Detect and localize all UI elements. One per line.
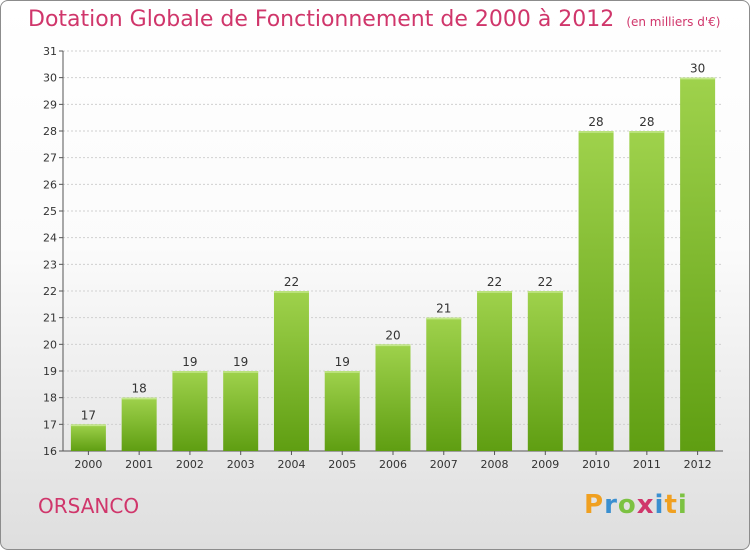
bar: [680, 77, 716, 452]
bar: [527, 291, 563, 451]
data-label: 22: [487, 275, 502, 289]
logo-letter: x: [636, 490, 655, 520]
y-tick-label: 26: [43, 178, 57, 191]
bar: [273, 291, 309, 451]
y-tick-label: 24: [43, 232, 57, 245]
logo-letter: o: [617, 490, 637, 520]
y-tick-label: 29: [43, 98, 57, 111]
data-label: 20: [385, 328, 400, 342]
y-tick-label: 23: [43, 258, 57, 271]
data-label: 22: [538, 275, 553, 289]
data-label: 19: [233, 355, 248, 369]
title-text: Dotation Globale de Fonctionnement de 20…: [28, 7, 615, 32]
x-tick-label: 2008: [481, 458, 509, 471]
x-tick-label: 2000: [74, 458, 102, 471]
bar: [426, 317, 462, 451]
logo-letter: i: [654, 490, 665, 520]
bar: [578, 131, 614, 451]
data-label: 22: [284, 275, 299, 289]
x-tick-label: 2005: [328, 458, 356, 471]
data-label: 19: [182, 355, 197, 369]
proxiti-logo: Proxiti: [584, 490, 688, 520]
y-tick-label: 16: [43, 445, 57, 458]
x-tick-label: 2004: [277, 458, 305, 471]
y-tick-label: 22: [43, 285, 57, 298]
bar: [477, 291, 513, 451]
bar: [375, 344, 411, 451]
logo-letter: t: [664, 490, 678, 520]
bar: [324, 371, 360, 451]
logo-letter: r: [604, 490, 618, 520]
data-label: 21: [436, 302, 451, 316]
y-tick-label: 21: [43, 312, 57, 325]
bar: [223, 371, 259, 451]
data-label: 18: [132, 382, 147, 396]
y-tick-label: 19: [43, 365, 57, 378]
y-tick-label: 18: [43, 392, 57, 405]
x-tick-label: 2003: [227, 458, 255, 471]
x-tick-label: 2001: [125, 458, 153, 471]
y-tick-label: 27: [43, 152, 57, 165]
y-tick-label: 17: [43, 418, 57, 431]
y-tick-label: 20: [43, 338, 57, 351]
y-tick-label: 31: [43, 45, 57, 58]
data-label: 19: [335, 355, 350, 369]
data-label: 17: [81, 408, 96, 422]
logo-letter: i: [677, 490, 688, 520]
bar: [121, 397, 157, 451]
y-tick-label: 25: [43, 205, 57, 218]
data-label: 28: [588, 115, 603, 129]
data-label: 28: [639, 115, 654, 129]
commune-name: ORSANCO: [38, 494, 140, 518]
logo-letter: P: [584, 490, 605, 520]
x-tick-label: 2012: [684, 458, 712, 471]
data-label: 30: [690, 62, 705, 76]
x-tick-label: 2006: [379, 458, 407, 471]
x-tick-label: 2010: [582, 458, 610, 471]
x-tick-label: 2002: [176, 458, 204, 471]
x-tick-label: 2009: [531, 458, 559, 471]
bar: [70, 424, 106, 451]
subtitle-text: (en milliers d'€): [626, 15, 721, 29]
y-tick-label: 30: [43, 72, 57, 85]
bar: [629, 131, 665, 451]
x-tick-label: 2011: [633, 458, 661, 471]
chart-title: Dotation Globale de Fonctionnement de 20…: [28, 7, 720, 32]
y-tick-label: 28: [43, 125, 57, 138]
bar: [172, 371, 208, 451]
x-tick-label: 2007: [430, 458, 458, 471]
